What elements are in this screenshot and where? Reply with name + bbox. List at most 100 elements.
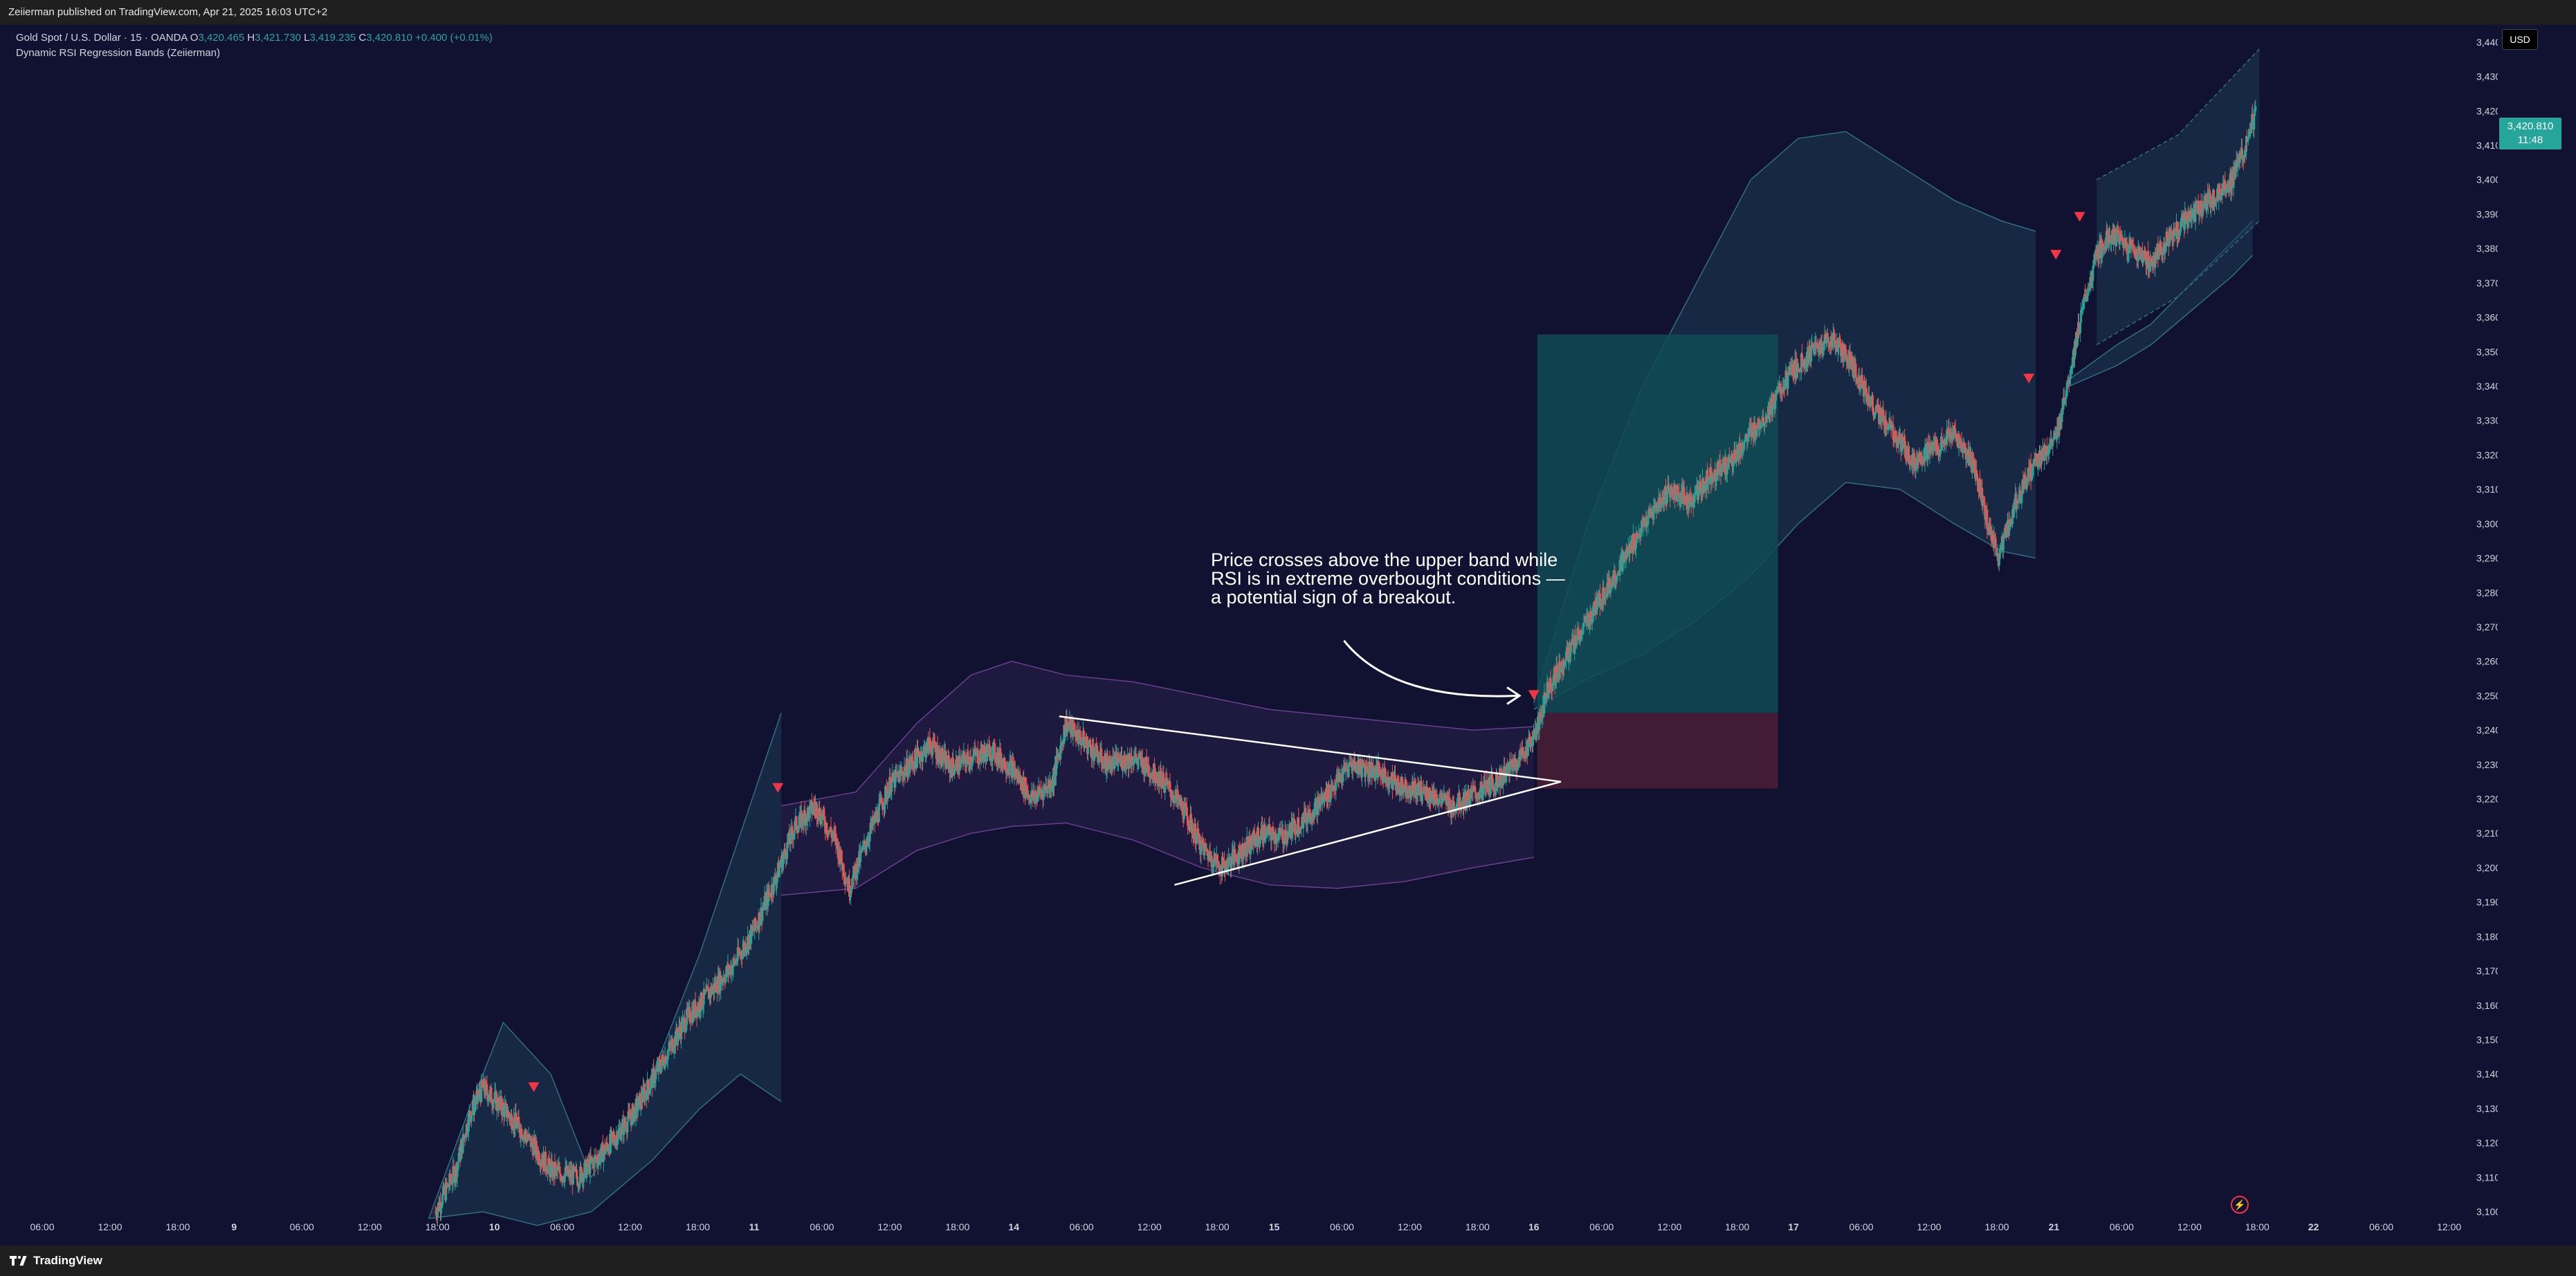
candle-body <box>661 1055 664 1059</box>
candle-body <box>1791 364 1794 376</box>
candle-body <box>1342 766 1345 775</box>
candle-body <box>850 888 853 890</box>
candle-body <box>953 766 956 774</box>
candle-body <box>1172 796 1175 801</box>
candle-body <box>868 841 870 843</box>
candle-body <box>1155 778 1158 781</box>
candle-body <box>2135 248 2138 259</box>
candle-body <box>1350 762 1353 768</box>
candle-body <box>518 1116 520 1124</box>
candle-body <box>2073 340 2076 359</box>
candle-body <box>902 772 905 779</box>
candle-body <box>1998 559 2000 566</box>
candle-body <box>793 830 796 835</box>
candle-body <box>454 1177 457 1183</box>
candle-body <box>704 991 706 994</box>
candle-body <box>1365 765 1368 767</box>
candle-body <box>720 976 723 983</box>
candle-body <box>562 1176 565 1181</box>
candle-body <box>538 1162 540 1163</box>
candle-body <box>1452 801 1455 812</box>
candle-body <box>792 834 795 840</box>
candle-body <box>1659 497 1662 507</box>
candle-body <box>1840 352 1843 356</box>
candle-body <box>1994 538 1997 548</box>
candle-body <box>2085 296 2088 302</box>
candle-body <box>1868 403 1871 405</box>
position-zones-layer <box>1537 334 1778 789</box>
candle-body <box>572 1166 574 1185</box>
candle-body <box>1164 778 1167 786</box>
candle-body <box>636 1098 639 1111</box>
regression-bands-layer <box>428 48 2260 1226</box>
candle-body <box>2059 419 2062 428</box>
candle-body <box>1330 785 1333 799</box>
candle-body <box>1636 533 1638 540</box>
candle-body <box>872 820 875 826</box>
candle-body <box>621 1123 623 1135</box>
candle-body <box>667 1048 670 1052</box>
candle-body <box>1177 797 1180 800</box>
candle-body <box>474 1104 477 1106</box>
candle-body <box>1821 352 1824 354</box>
candle-body <box>1032 790 1035 800</box>
candle-body <box>1861 374 1863 385</box>
candle-body <box>1297 817 1300 835</box>
candle-body <box>1216 860 1219 868</box>
candle-body <box>1969 451 1972 468</box>
candle-body <box>1331 785 1333 792</box>
candle-body <box>754 918 757 927</box>
candle-body <box>1385 778 1388 783</box>
candle-body <box>762 906 765 909</box>
candle-body <box>888 789 890 799</box>
candle-body <box>1973 459 1975 464</box>
candle-body <box>761 910 764 921</box>
candle-body <box>1092 745 1095 749</box>
candle-body <box>1486 780 1489 793</box>
candle-body <box>890 781 893 792</box>
candle-body <box>828 830 830 835</box>
candle-body <box>2176 232 2179 239</box>
candle-body <box>1167 781 1170 783</box>
candle-body <box>1818 345 1820 353</box>
candle-body <box>2007 520 2010 521</box>
candle-body <box>2127 253 2130 254</box>
candle-body <box>2109 235 2112 244</box>
candle-body <box>1588 623 1591 626</box>
candle-body <box>1145 756 1148 768</box>
candle-body <box>1247 845 1250 850</box>
candle-body <box>605 1142 608 1147</box>
candle-body <box>838 846 841 865</box>
candle-body <box>457 1162 459 1166</box>
candle-body <box>1748 427 1751 435</box>
candle-body <box>798 812 801 821</box>
candle-body <box>1858 389 1861 390</box>
candle-body <box>2171 233 2173 240</box>
candle-body <box>866 840 869 846</box>
candle-body <box>466 1131 469 1132</box>
candle-body <box>2129 239 2132 249</box>
candle-body <box>1973 464 1976 466</box>
candle-body <box>934 748 937 750</box>
candle-body <box>2119 233 2121 245</box>
candle-body <box>803 810 805 824</box>
candle-body <box>2114 228 2117 243</box>
candle-body <box>1434 790 1436 800</box>
price-chart[interactable]: 3,440.0003,430.0003,420.0003,410.0003,40… <box>8 25 2498 1246</box>
candle-body <box>1470 788 1472 799</box>
candle-body <box>1853 365 1856 374</box>
candle-body <box>1810 345 1813 362</box>
candle-body <box>1384 769 1387 777</box>
candle-body <box>652 1068 655 1070</box>
candle-body <box>917 747 920 753</box>
candle-body <box>2139 255 2142 259</box>
candle-body <box>1295 834 1297 835</box>
candle-body <box>1962 447 1964 453</box>
candle-body <box>855 864 858 879</box>
candle-body <box>929 738 931 745</box>
candle-body <box>1294 820 1297 835</box>
candle-body <box>1275 833 1277 842</box>
candle-body <box>1227 857 1230 866</box>
candle-body <box>1939 450 1942 453</box>
candle-body <box>2033 459 2036 461</box>
